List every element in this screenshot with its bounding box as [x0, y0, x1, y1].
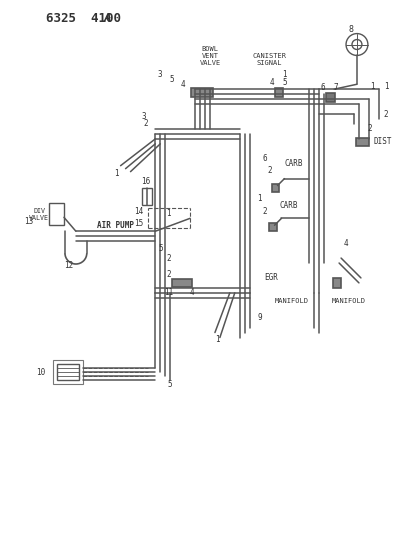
Text: 16: 16 — [140, 177, 150, 186]
Bar — [268, 223, 276, 231]
Text: 2: 2 — [166, 254, 170, 263]
Text: 1: 1 — [215, 335, 220, 344]
Bar — [191, 88, 212, 97]
Text: 3: 3 — [157, 70, 162, 79]
Text: CARB: CARB — [284, 159, 302, 168]
Bar — [172, 279, 192, 287]
Text: 6: 6 — [320, 83, 325, 92]
Text: 4: 4 — [180, 80, 185, 88]
Text: 6325  4100: 6325 4100 — [46, 12, 121, 25]
Text: 8: 8 — [348, 25, 353, 34]
Text: 11: 11 — [164, 288, 173, 297]
Text: 2: 2 — [383, 110, 387, 118]
Text: 5: 5 — [157, 244, 162, 253]
Text: CANISTER
SIGNAL: CANISTER SIGNAL — [252, 53, 286, 67]
Text: 5: 5 — [169, 75, 174, 84]
Text: 5: 5 — [281, 78, 286, 87]
Text: A: A — [103, 12, 111, 25]
Text: 2: 2 — [143, 119, 147, 128]
Text: 13: 13 — [25, 217, 34, 226]
Text: 12: 12 — [64, 261, 73, 270]
Text: 1: 1 — [166, 209, 170, 218]
Text: 2: 2 — [366, 124, 371, 133]
Text: 4: 4 — [343, 239, 348, 248]
Text: 15: 15 — [134, 219, 143, 228]
Text: 1: 1 — [257, 194, 261, 203]
Bar — [53, 360, 83, 384]
Text: AIR PUMP: AIR PUMP — [97, 221, 134, 230]
Text: 7: 7 — [333, 83, 337, 92]
Text: 14: 14 — [134, 207, 143, 216]
Text: 6: 6 — [262, 154, 266, 163]
Text: 2: 2 — [262, 207, 266, 216]
Text: DIST: DIST — [373, 138, 391, 147]
Text: DIV
VALVE: DIV VALVE — [29, 208, 49, 221]
Text: 10: 10 — [36, 368, 45, 377]
Text: MANIFOLD: MANIFOLD — [331, 298, 365, 304]
Text: 4: 4 — [189, 288, 194, 297]
Text: 1: 1 — [114, 169, 118, 178]
Text: 3: 3 — [141, 111, 145, 120]
Text: 1: 1 — [281, 70, 286, 79]
Text: EGR: EGR — [264, 273, 278, 282]
Text: 1: 1 — [383, 82, 387, 91]
Text: BOWL
VENT
VALVE: BOWL VENT VALVE — [199, 46, 220, 67]
Text: 5: 5 — [168, 379, 172, 389]
Text: 2: 2 — [267, 166, 271, 175]
Text: 9: 9 — [257, 313, 261, 322]
Bar — [49, 204, 64, 225]
Text: MANIFOLD: MANIFOLD — [274, 298, 308, 304]
Text: 2: 2 — [166, 270, 170, 279]
Bar — [142, 188, 152, 205]
Bar — [355, 138, 368, 146]
Bar — [274, 88, 283, 97]
Bar — [57, 365, 79, 380]
Text: 4: 4 — [269, 78, 273, 87]
Text: CARB: CARB — [279, 201, 297, 210]
Bar — [333, 278, 340, 288]
Bar — [271, 183, 279, 191]
Bar — [326, 93, 334, 102]
Text: 1: 1 — [370, 82, 374, 91]
